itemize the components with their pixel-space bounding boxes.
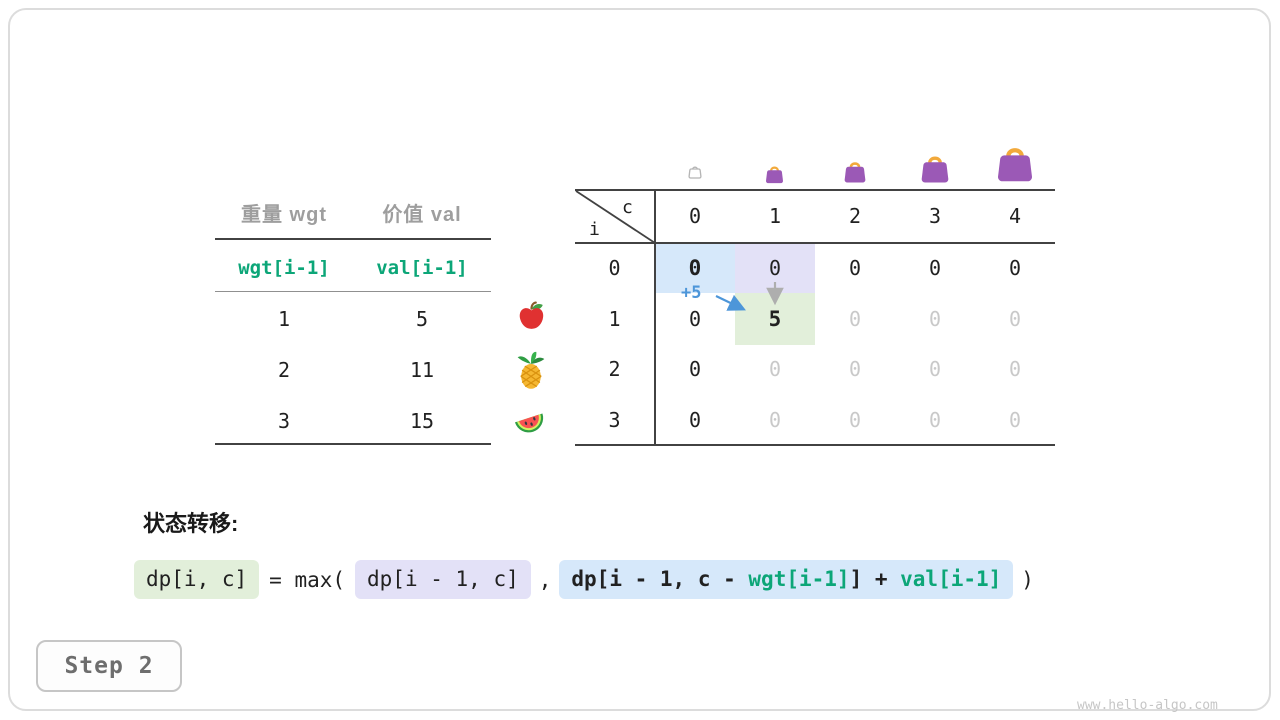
take-mid: ] +: [849, 567, 901, 591]
item-row-2: 2 11: [215, 345, 491, 395]
dp-col-header-2: 2: [848, 204, 862, 228]
dp-table-top-rule: [575, 189, 1055, 191]
dp-cell-0-3: 0: [928, 256, 942, 280]
weight-header: 重量 wgt: [241, 203, 327, 226]
dp-cell-2-4: 0: [1008, 357, 1022, 381]
weight-formula: wgt[i-1]: [238, 257, 330, 279]
apple-icon: [516, 300, 547, 331]
corner-col-label: c: [622, 197, 633, 218]
dp-col-header-4: 4: [1008, 204, 1022, 228]
dp-table-header-rule: [575, 242, 1055, 244]
dp-table-bottom-rule: [575, 444, 1055, 446]
item-2-weight: 2: [277, 358, 291, 382]
highlight-take-cell: [656, 243, 735, 293]
value-header: 价值 val: [382, 203, 462, 226]
dp-cell-0-1: 0: [768, 256, 782, 280]
dp-cell-3-2: 0: [848, 408, 862, 432]
bag-capacity-4-icon: [992, 141, 1038, 187]
dp-col-header-0: 0: [688, 204, 702, 228]
dp-cell-3-1: 0: [768, 408, 782, 432]
dp-cell-0-4: 0: [1008, 256, 1022, 280]
dp-cell-1-1: 5: [768, 307, 782, 331]
corner-row-label: i: [589, 219, 600, 240]
dp-col-header-1: 1: [768, 204, 782, 228]
value-formula: val[i-1]: [376, 257, 468, 279]
transition-label: 状态转移:: [143, 511, 239, 536]
items-table-header: 重量 wgt 价值 val: [215, 197, 491, 227]
dp-col-header-3: 3: [928, 204, 942, 228]
dp-table-vertical-rule: [654, 189, 656, 446]
dp-cell-2-3: 0: [928, 357, 942, 381]
dp-cell-2-2: 0: [848, 357, 862, 381]
item-3-value: 15: [409, 409, 435, 433]
take-prefix: dp[i - 1, c -: [571, 567, 749, 591]
item-2-value: 11: [409, 358, 435, 382]
dp-cell-3-0: 0: [688, 408, 702, 432]
gain-annotation: +5: [681, 283, 702, 303]
take-val: val[i-1]: [900, 567, 1002, 591]
dp-cell-1-0: 0: [688, 307, 702, 331]
transition-formula: dp[i, c] = max( dp[i - 1, c] , dp[i - 1,…: [134, 560, 1042, 600]
formula-lhs-chip: dp[i, c]: [134, 560, 260, 600]
pineapple-icon: [515, 351, 547, 391]
dp-cell-0-0: 0: [688, 256, 702, 280]
formula-close-paren: ): [1021, 567, 1034, 592]
dp-cell-1-2: 0: [848, 307, 862, 331]
formula-keep-chip: dp[i - 1, c]: [355, 560, 531, 600]
dp-row-header-1: 1: [608, 307, 621, 331]
step-badge: Step 2: [36, 640, 182, 692]
take-wgt: wgt[i-1]: [748, 567, 850, 591]
dp-cell-2-0: 0: [688, 357, 702, 381]
dp-cell-3-4: 0: [1008, 408, 1022, 432]
dp-row-header-2: 2: [608, 357, 621, 381]
dp-cell-1-4: 0: [1008, 307, 1022, 331]
bag-capacity-0-icon: [687, 164, 703, 180]
dp-cell-1-3: 0: [928, 307, 942, 331]
item-1-weight: 1: [277, 307, 291, 331]
items-table-top-rule: [215, 238, 491, 240]
formula-comma: ,: [538, 567, 552, 592]
dp-row-header-0: 0: [608, 256, 621, 280]
item-1-value: 5: [415, 307, 429, 331]
item-row-3: 3 15: [215, 396, 491, 446]
dp-row-header-3: 3: [608, 408, 621, 432]
formula-take-chip: dp[i - 1, c - wgt[i-1]] + val[i-1]: [559, 560, 1014, 600]
item-3-weight: 3: [277, 409, 291, 433]
formula-max-open: = max(: [269, 567, 346, 592]
bag-capacity-3-icon: [917, 151, 953, 187]
items-table-mid-rule: [215, 291, 491, 292]
bag-capacity-2-icon: [841, 158, 869, 186]
watermark: www.hello-algo.com: [1077, 698, 1218, 713]
bag-capacity-1-icon: [763, 163, 786, 186]
item-row-1: 1 5: [215, 294, 491, 344]
items-table-formula-row: wgt[i-1] val[i-1]: [215, 249, 491, 287]
dp-cell-2-1: 0: [768, 357, 782, 381]
watermelon-icon: [513, 405, 547, 439]
items-table-bottom-rule: [215, 443, 491, 445]
dp-cell-3-3: 0: [928, 408, 942, 432]
dp-cell-0-2: 0: [848, 256, 862, 280]
